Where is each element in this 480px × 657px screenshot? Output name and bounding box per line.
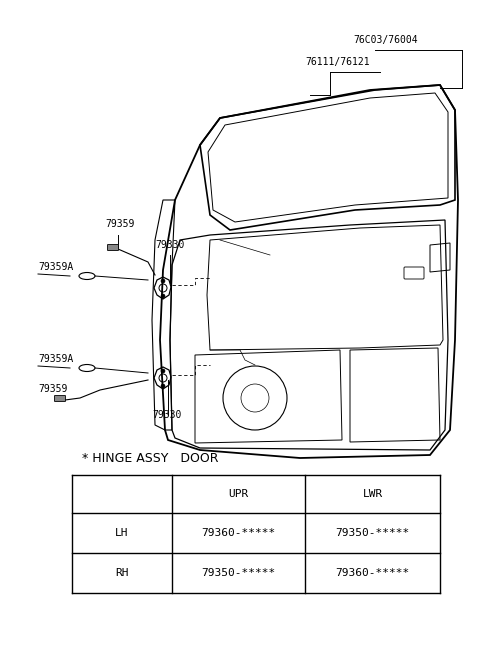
Text: 79360-*****: 79360-*****: [336, 568, 409, 578]
Text: UPR: UPR: [228, 489, 249, 499]
Text: 79360-*****: 79360-*****: [202, 528, 276, 538]
Text: RH: RH: [115, 568, 129, 578]
Text: 76111/76121: 76111/76121: [305, 57, 370, 67]
Text: 79359: 79359: [38, 384, 67, 394]
Text: 79330: 79330: [152, 410, 181, 420]
Circle shape: [161, 369, 165, 373]
Circle shape: [161, 294, 165, 298]
FancyBboxPatch shape: [55, 396, 65, 401]
Text: 79350-*****: 79350-*****: [202, 568, 276, 578]
Text: LH: LH: [115, 528, 129, 538]
Text: 76C03/76004: 76C03/76004: [353, 35, 418, 45]
Circle shape: [161, 279, 165, 283]
Text: 79359A: 79359A: [38, 354, 73, 364]
FancyBboxPatch shape: [108, 244, 119, 250]
Text: * HINGE ASSY   DOOR: * HINGE ASSY DOOR: [82, 452, 218, 465]
Text: 79330: 79330: [155, 240, 184, 250]
Text: LWR: LWR: [362, 489, 383, 499]
Text: 79359A: 79359A: [38, 262, 73, 272]
Circle shape: [161, 384, 165, 388]
Text: 79350-*****: 79350-*****: [336, 528, 409, 538]
Text: 79359: 79359: [105, 219, 134, 229]
